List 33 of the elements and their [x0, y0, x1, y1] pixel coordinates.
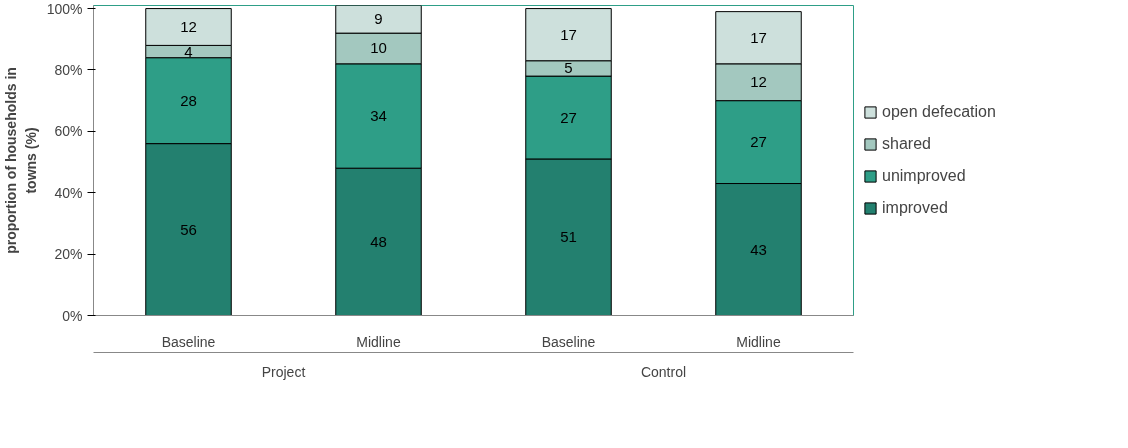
data-label: 27 [560, 108, 577, 126]
y-axis-title: proportion of households in towns (%) [3, 67, 39, 254]
y-tick-label: 20% [54, 246, 83, 263]
text: Control [640, 363, 687, 380]
data-label: 28 [180, 91, 197, 109]
x-tick-label: Baseline [541, 333, 596, 350]
data-label: 9 [374, 10, 383, 28]
data-label: 51 [560, 228, 577, 246]
legend-label: open defecation [882, 103, 996, 121]
y-tick-label: 0% [62, 307, 83, 324]
x-tick-label: Baseline [161, 333, 216, 350]
data-label: 56 [180, 220, 197, 238]
data-label: 17 [750, 28, 767, 46]
data-label: 4 [184, 42, 193, 60]
data-label: 43 [750, 240, 767, 258]
y-tick-label: 80% [54, 61, 83, 78]
x-tick-label: Midline [356, 333, 401, 350]
data-label: 48 [370, 232, 387, 250]
data-label: 27 [750, 133, 767, 151]
data-label: 17 [560, 25, 577, 43]
y-tick-label: 40% [54, 184, 83, 201]
y-tick-label: 100% [46, 0, 83, 17]
data-label: 10 [370, 39, 387, 57]
data-label: 12 [750, 73, 767, 91]
data-label: 5 [564, 59, 573, 77]
legend-label: unimproved [882, 167, 966, 185]
text: Project [261, 363, 306, 380]
data-label: 12 [180, 17, 197, 35]
data-label: 34 [370, 107, 387, 124]
x-tick-label: Midline [736, 333, 781, 350]
legend-label: improved [882, 199, 948, 217]
y-tick-label: 60% [54, 123, 83, 140]
legend-label: shared [882, 135, 931, 153]
